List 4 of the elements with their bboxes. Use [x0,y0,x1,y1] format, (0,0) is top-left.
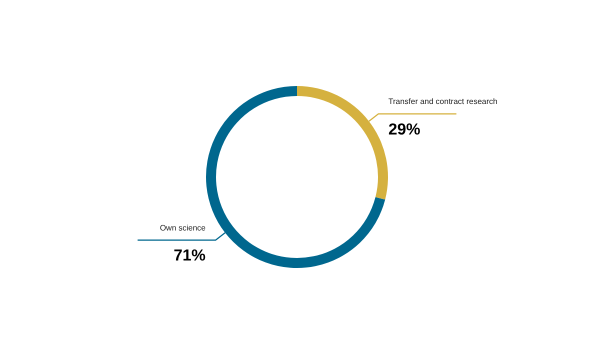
slice-label: Own science [160,223,206,232]
data-label: 29% [388,121,420,138]
slice-label: Transfer and contract research [388,97,498,106]
data-label: 71% [174,248,206,265]
